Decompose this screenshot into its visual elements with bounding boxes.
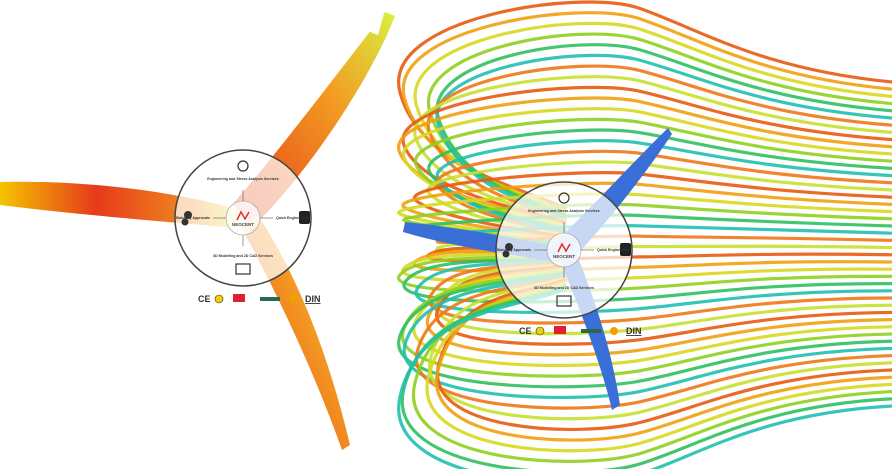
logo-mark bbox=[236, 210, 250, 221]
streamline bbox=[400, 269, 892, 378]
service-left: Statutory Approvals bbox=[497, 248, 531, 252]
logo-mark bbox=[557, 242, 571, 253]
streamline bbox=[435, 43, 892, 217]
service-wheel: NEOCENT Engineering and Stress Analysis S… bbox=[495, 181, 642, 336]
cert-din: DIN bbox=[305, 294, 321, 304]
streamline bbox=[412, 171, 892, 239]
icon-bulb bbox=[237, 160, 249, 172]
icon-gear bbox=[184, 211, 192, 219]
icon-gear bbox=[505, 243, 513, 251]
highlight bbox=[365, 10, 385, 35]
streamline bbox=[414, 258, 892, 315]
streamline bbox=[435, 262, 892, 336]
hub-circle bbox=[546, 232, 582, 268]
cert-dnv bbox=[581, 329, 601, 333]
service-left: Statutory Approvals bbox=[176, 216, 210, 220]
icon-gear bbox=[181, 218, 189, 226]
icon-monitor bbox=[556, 295, 572, 307]
streamline bbox=[412, 267, 892, 368]
logo-text: NEOCENT bbox=[553, 254, 575, 259]
service-bottom: 3D Modelling and 2D CAD Services bbox=[534, 286, 594, 290]
icon-gear bbox=[502, 250, 510, 258]
streamline bbox=[414, 274, 892, 410]
cert-ce: CE bbox=[519, 326, 532, 336]
cert-red bbox=[233, 294, 245, 302]
cert-dot bbox=[289, 295, 297, 303]
service-right: Quick Engineering bbox=[276, 216, 308, 220]
streamline bbox=[397, 271, 892, 389]
icon-bulb bbox=[558, 192, 570, 204]
streamline bbox=[435, 278, 892, 432]
cert-dnv bbox=[260, 297, 280, 301]
icon-board bbox=[620, 243, 631, 256]
service-bottom: 3D Modelling and 2D CAD Services bbox=[213, 254, 273, 258]
streamline bbox=[426, 160, 892, 237]
cert-red bbox=[554, 326, 566, 334]
streamline bbox=[413, 75, 892, 223]
cert-ce: CE bbox=[198, 294, 211, 304]
streamline bbox=[428, 276, 892, 421]
cert-ex bbox=[214, 294, 224, 304]
streamline bbox=[435, 264, 892, 346]
overlays: NEOCENT Engineering and Stress Analysis S… bbox=[174, 149, 642, 336]
streamline bbox=[397, 192, 892, 242]
service-top: Engineering and Stress Analysis Services bbox=[528, 209, 600, 213]
streamline bbox=[401, 85, 892, 224]
streamline bbox=[427, 260, 892, 325]
icon-board bbox=[299, 211, 310, 224]
streamline bbox=[402, 273, 892, 400]
hub-circle bbox=[225, 200, 261, 236]
service-right: Quick Engineering bbox=[597, 248, 629, 252]
cert-din: DIN bbox=[626, 326, 642, 336]
streamline bbox=[397, 287, 892, 469]
icon-monitor bbox=[235, 263, 251, 275]
service-wheel: NEOCENT Engineering and Stress Analysis S… bbox=[174, 149, 321, 304]
streamline bbox=[400, 285, 892, 469]
streamlines bbox=[397, 0, 892, 469]
streamline bbox=[435, 139, 892, 233]
service-top: Engineering and Stress Analysis Services bbox=[207, 177, 279, 181]
cert-ex bbox=[535, 326, 545, 336]
cert-dot bbox=[610, 327, 618, 335]
logo-text: NEOCENT bbox=[232, 222, 254, 227]
